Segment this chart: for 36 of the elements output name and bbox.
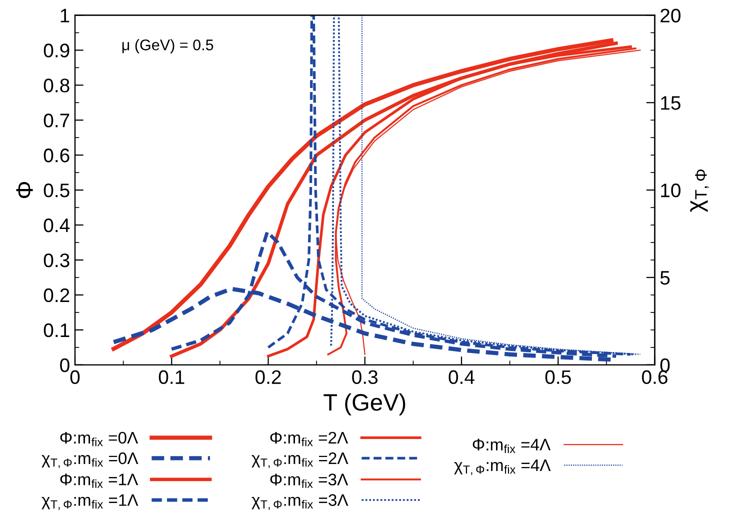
y2-tick-label: 5: [660, 271, 670, 285]
legend-label: χ$_{T,Φ}$:m$_{fix}$ =3Λ: [252, 494, 348, 510]
y-tick-label: 0.3: [44, 253, 70, 268]
legend-label: Φ:m$_{fix}$ =4Λ: [472, 438, 551, 453]
y-tick-label: 0.1: [44, 323, 70, 338]
legend-label: Φ:m$_{fix}$ =2Λ: [270, 432, 348, 446]
x-tick-label: 0.5: [545, 370, 571, 384]
x-tick-label: 0.4: [448, 370, 474, 384]
legend-label: Φ:m$_{fix}$ =0Λ: [60, 432, 138, 446]
y2-tick-label: 15: [661, 96, 680, 110]
legend-label: χ$_{T,Φ}$:m$_{fix}$ =0Λ: [42, 452, 138, 468]
y2-axis-title: χ$_{T,Φ}$: [690, 169, 709, 212]
legend-label: Φ:m$_{fix}$ =3Λ: [270, 474, 348, 488]
y-tick-label: 1: [60, 8, 70, 22]
x-tick-label: 0.1: [158, 370, 184, 384]
x-tick-label: 0.2: [255, 370, 281, 384]
y-tick-label: 0.8: [44, 78, 70, 92]
x-tick-label: 0.6: [642, 370, 668, 384]
x-tick-label: 0.3: [352, 370, 378, 384]
y-tick-label: 0.6: [44, 148, 70, 162]
x-tick-label: 0: [70, 370, 80, 384]
x-axis-title: T (GeV): [324, 393, 406, 416]
y-tick-label: 0: [60, 358, 70, 372]
legend-label: χ$_{T,Φ}$:m$_{fix}$ =4Λ: [454, 459, 551, 476]
y-tick-label: 0.5: [44, 184, 70, 198]
legend-label: χ$_{T,Φ}$:m$_{fix}$ =2Λ: [252, 452, 348, 468]
legend-label: Φ:m$_{fix}$ =1Λ: [60, 474, 138, 488]
y-tick-label: 0.4: [44, 218, 70, 232]
y2-tick-label: 10: [661, 184, 680, 198]
y-tick-label: 0.7: [44, 114, 70, 128]
y-axis-title: Φ: [16, 182, 33, 198]
legend-label: χ$_{T,Φ}$:m$_{fix}$ =1Λ: [42, 494, 138, 510]
y-tick-label: 0.2: [44, 288, 70, 302]
annotation: μ (GeV) = 0.5: [122, 39, 214, 54]
y2-tick-label: 20: [660, 8, 680, 22]
y-tick-label: 0.9: [44, 44, 70, 58]
